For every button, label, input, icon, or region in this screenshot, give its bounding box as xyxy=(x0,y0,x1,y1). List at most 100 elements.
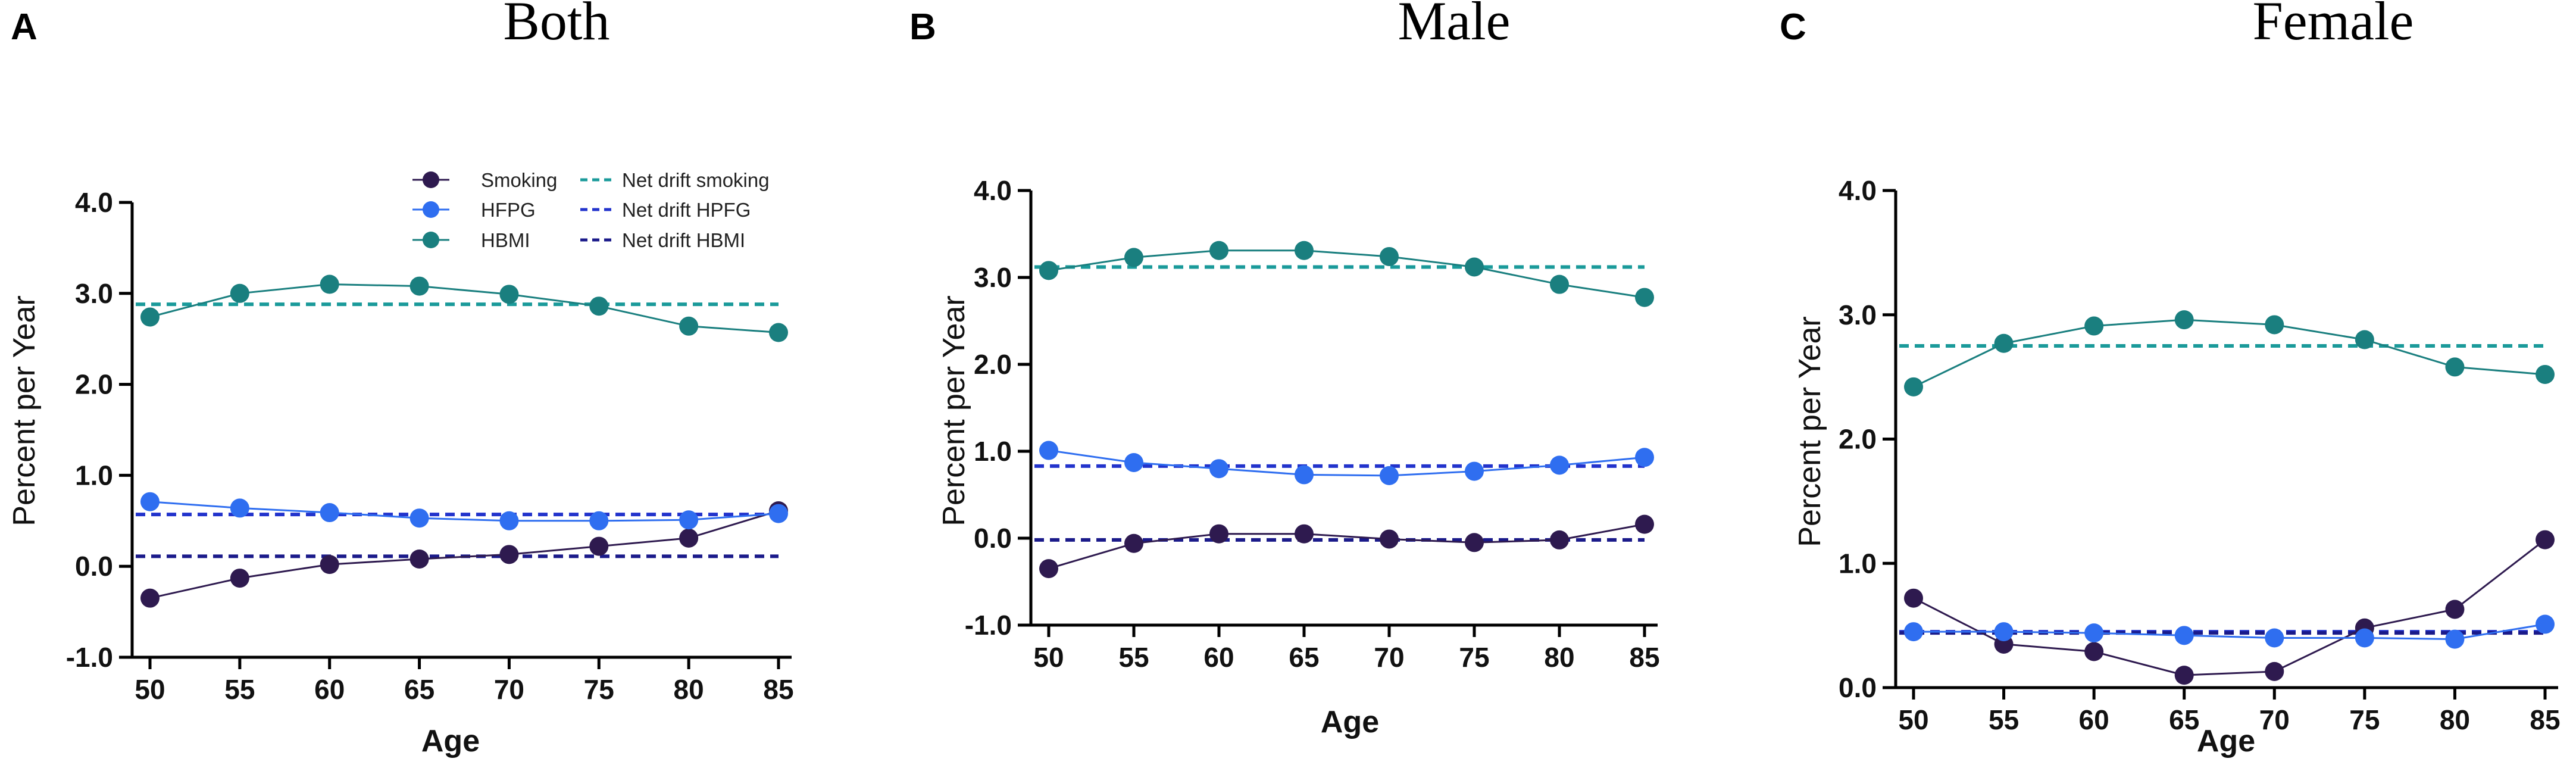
legend-marker-hfpg xyxy=(423,201,439,218)
point-hfpg-55-c xyxy=(1994,622,2014,642)
marks-c xyxy=(1899,310,2555,685)
point-hfpg-85-b xyxy=(1635,448,1654,467)
point-hbmi-80-b xyxy=(1550,274,1569,294)
marks-a xyxy=(136,274,788,608)
y-tick-label-c-3: 3.0 xyxy=(1839,299,1877,330)
tick-labels-a: -1.0 0.0 1.0 2.0 3.0 4.0 50 55 60 65 70 75 80 85 xyxy=(66,187,794,705)
y-tick-label-b-0: -1.0 xyxy=(965,610,1012,641)
x-axis-title-a: Age xyxy=(421,724,480,758)
x-tick-label-b-60: 60 xyxy=(1203,642,1234,673)
point-hbmi-65-c xyxy=(2174,310,2194,330)
point-hfpg-80-a xyxy=(679,510,699,530)
x-tick-label-c-85: 85 xyxy=(2530,704,2560,735)
legend-marker-smoking xyxy=(423,171,439,188)
x-tick-label-a-55: 55 xyxy=(224,674,255,705)
panel-title-female: Female xyxy=(2253,0,2414,51)
series-line-hfpg-c xyxy=(1914,623,2546,641)
point-smoking-85-b xyxy=(1635,514,1654,534)
point-hfpg-50-a xyxy=(140,492,160,511)
x-tick-label-b-80: 80 xyxy=(1544,642,1574,673)
panel-b: B Male Percent per Year Age -1.0 0.0 1.0 2.… xyxy=(909,0,1660,739)
series-line-smoking-c xyxy=(1913,539,2546,676)
legend-label-smoking: Smoking xyxy=(481,169,557,191)
legend-label-hfpg: HFPG xyxy=(481,199,536,221)
point-hbmi-70-a xyxy=(499,285,519,304)
point-hbmi-50-c xyxy=(1904,377,1923,397)
point-hbmi-60-c xyxy=(2084,316,2104,336)
x-tick-label-b-50: 50 xyxy=(1033,642,1064,673)
x-tick-label-c-55: 55 xyxy=(1989,704,2019,735)
point-hbmi-70-b xyxy=(1380,246,1399,266)
point-smoking-70-c xyxy=(2265,661,2284,681)
point-smoking-60-b xyxy=(1209,524,1228,544)
point-hfpg-70-c xyxy=(2265,628,2284,648)
point-hbmi-55-a xyxy=(230,283,249,303)
legend-label-net-drift-hbmi: Net drift HBMI xyxy=(622,229,745,251)
point-hfpg-60-c xyxy=(2084,623,2104,643)
point-hfpg-75-a xyxy=(589,511,609,530)
point-smoking-50-a xyxy=(140,588,160,608)
point-smoking-70-b xyxy=(1380,529,1399,549)
series-line-hbmi-a xyxy=(149,283,779,333)
point-smoking-70-a xyxy=(499,545,519,564)
point-hfpg-70-b xyxy=(1380,466,1399,485)
y-tick-label-b-4: 3.0 xyxy=(974,262,1012,293)
point-hfpg-65-c xyxy=(2174,626,2194,645)
point-hbmi-55-b xyxy=(1124,248,1143,267)
legend-label-net-drift-smoking: Net drift smoking xyxy=(622,169,770,191)
panel-letter-b: B xyxy=(909,7,936,48)
point-hbmi-80-c xyxy=(2445,357,2465,377)
x-tick-label-a-70: 70 xyxy=(494,674,524,705)
point-hbmi-85-b xyxy=(1635,288,1654,307)
point-hbmi-75-c xyxy=(2355,330,2374,349)
x-axis-title-c: Age xyxy=(2197,724,2255,758)
y-tick-label-a-4: 3.0 xyxy=(75,278,113,309)
point-smoking-50-b xyxy=(1039,559,1058,579)
series-line-smoking-b xyxy=(1048,523,1645,570)
point-hfpg-80-b xyxy=(1550,455,1569,475)
point-smoking-75-a xyxy=(589,536,609,556)
panel-c: C Female Percent per Year Age 0.0 1.0 2.0 3… xyxy=(1780,0,2561,758)
point-hfpg-85-c xyxy=(2536,614,2555,634)
x-tick-label-c-50: 50 xyxy=(1898,704,1928,735)
point-smoking-65-c xyxy=(2174,666,2194,685)
point-hbmi-60-a xyxy=(320,274,339,294)
x-tick-label-a-85: 85 xyxy=(763,674,793,705)
x-tick-label-c-65: 65 xyxy=(2169,704,2199,735)
point-hbmi-55-c xyxy=(1994,333,2014,353)
point-smoking-60-a xyxy=(320,555,339,575)
point-smoking-80-c xyxy=(2445,600,2465,619)
x-tick-label-c-70: 70 xyxy=(2259,704,2290,735)
series-line-hfpg-b xyxy=(1048,449,1645,477)
point-hbmi-75-a xyxy=(589,296,609,316)
x-tick-label-a-60: 60 xyxy=(314,674,345,705)
x-tick-label-b-85: 85 xyxy=(1629,642,1659,673)
point-hfpg-75-c xyxy=(2355,628,2374,648)
x-axis-title-b: Age xyxy=(1321,705,1379,739)
panel-letter-c: C xyxy=(1780,7,1806,48)
y-tick-label-b-1: 0.0 xyxy=(974,523,1012,554)
point-hbmi-50-a xyxy=(140,307,160,327)
y-axis-title-a: Percent per Year xyxy=(7,295,42,526)
y-tick-label-c-4: 4.0 xyxy=(1839,175,1877,206)
point-hbmi-65-a xyxy=(409,276,429,296)
series-line-hfpg-a xyxy=(149,501,779,522)
y-tick-label-b-5: 4.0 xyxy=(974,175,1012,206)
point-hfpg-70-a xyxy=(499,511,519,530)
point-hfpg-55-a xyxy=(230,498,249,518)
y-tick-label-a-0: -1.0 xyxy=(66,642,113,673)
point-smoking-55-b xyxy=(1124,533,1143,553)
point-hfpg-60-b xyxy=(1209,459,1228,479)
x-tick-label-a-80: 80 xyxy=(674,674,704,705)
x-tick-label-b-65: 65 xyxy=(1289,642,1319,673)
panel-title-male: Male xyxy=(1398,0,1510,51)
point-smoking-65-a xyxy=(409,549,429,569)
point-smoking-85-c xyxy=(2536,530,2555,550)
tick-labels-b: -1.0 0.0 1.0 2.0 3.0 4.0 50 55 60 65 70 75 80 85 xyxy=(965,175,1660,673)
tick-labels-c: 0.0 1.0 2.0 3.0 4.0 50 55 60 65 70 75 80 85 xyxy=(1839,175,2561,735)
series-line-hbmi-b xyxy=(1048,249,1645,299)
legend-label-net-drift-hpfg: Net drift HPFG xyxy=(622,199,751,221)
point-hfpg-55-b xyxy=(1124,452,1143,472)
y-tick-label-a-2: 1.0 xyxy=(75,460,113,491)
